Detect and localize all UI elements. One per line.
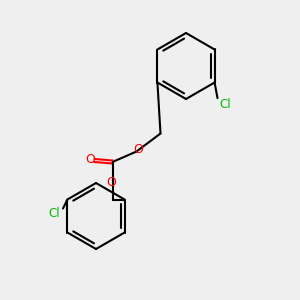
Text: Cl: Cl <box>48 207 60 220</box>
Text: O: O <box>106 176 116 189</box>
Text: O: O <box>85 153 95 167</box>
Text: Cl: Cl <box>219 98 231 111</box>
Text: O: O <box>133 142 143 156</box>
